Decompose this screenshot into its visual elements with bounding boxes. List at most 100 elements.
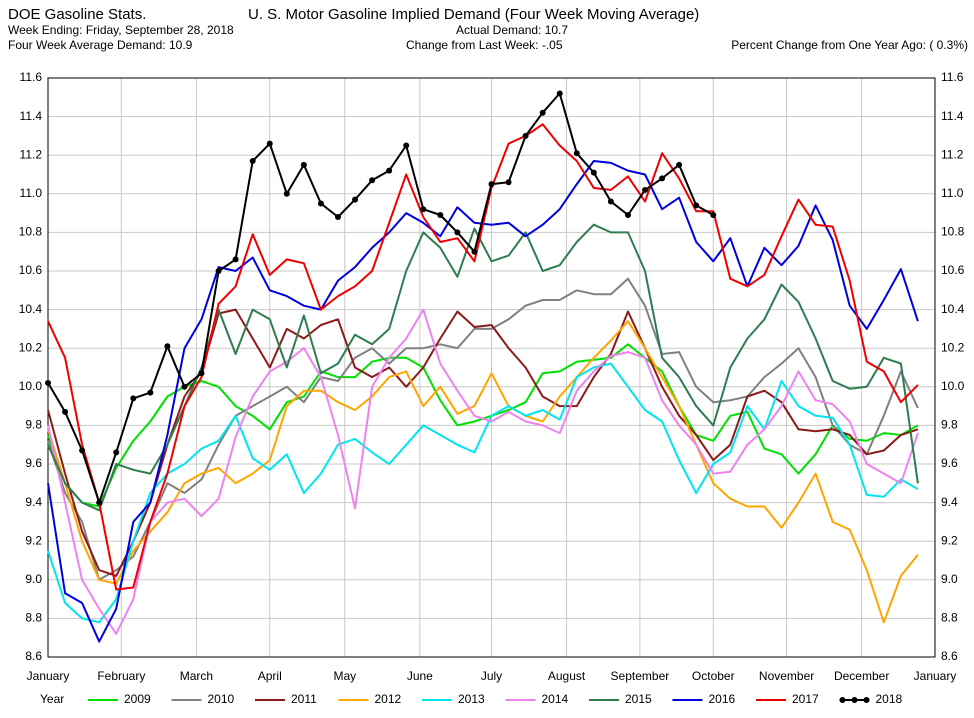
point-marker xyxy=(369,177,376,184)
point-marker xyxy=(79,447,86,454)
y2-tick-label: 8.8 xyxy=(941,611,958,625)
y-tick-label: 10.4 xyxy=(19,302,43,316)
x-tick-label: February xyxy=(97,669,145,683)
y2-tick-label: 11.2 xyxy=(941,147,964,161)
y-tick-label: 9.2 xyxy=(25,533,42,547)
series-line xyxy=(47,320,919,624)
y-tick-label: 10.2 xyxy=(19,340,43,354)
legend-marker xyxy=(839,697,846,703)
series-line xyxy=(47,223,919,512)
y2-tick-label: 8.6 xyxy=(941,649,958,663)
series-line xyxy=(47,277,919,581)
y2-tick-label: 9.2 xyxy=(941,533,958,547)
x-tick-label: September xyxy=(611,669,670,683)
point-marker xyxy=(283,190,290,197)
point-marker xyxy=(488,181,495,188)
point-marker xyxy=(215,268,222,274)
point-marker xyxy=(266,140,273,147)
point-marker xyxy=(590,169,597,176)
y-tick-label: 9.6 xyxy=(25,456,42,470)
legend-label: 2013 xyxy=(458,692,485,706)
y2-tick-label: 9.4 xyxy=(941,495,958,509)
point-marker xyxy=(96,499,103,506)
point-marker xyxy=(249,157,256,164)
point-marker xyxy=(164,343,171,350)
y-tick-label: 8.6 xyxy=(25,649,42,663)
legend-label: 2009 xyxy=(124,692,151,706)
point-marker xyxy=(386,167,393,174)
y2-tick-label: 11.0 xyxy=(941,186,964,200)
point-marker xyxy=(352,196,359,203)
x-tick-label: June xyxy=(407,669,433,683)
y-tick-label: 9.0 xyxy=(25,572,42,586)
y2-tick-label: 10.2 xyxy=(941,340,965,354)
point-marker xyxy=(300,161,307,168)
y2-tick-label: 10.6 xyxy=(941,263,965,277)
y-tick-label: 9.8 xyxy=(25,418,42,432)
point-marker xyxy=(624,212,631,219)
series-line xyxy=(47,123,919,591)
point-marker xyxy=(556,90,563,97)
point-marker xyxy=(181,383,188,390)
four-week-average: Four Week Average Demand: 10.9 xyxy=(8,38,193,52)
actual-demand: Actual Demand: 10.7 xyxy=(456,23,568,37)
point-marker xyxy=(420,206,427,213)
plot-frame xyxy=(47,77,936,658)
point-marker xyxy=(676,161,683,168)
y-tick-label: 10.8 xyxy=(19,225,43,239)
point-marker xyxy=(505,179,512,186)
point-marker xyxy=(334,213,341,220)
point-marker xyxy=(573,150,580,157)
legend-marker xyxy=(863,697,870,703)
legend-label: 2016 xyxy=(709,692,736,706)
point-marker xyxy=(539,109,546,116)
point-marker xyxy=(62,408,69,415)
point-marker xyxy=(659,175,666,182)
legend-label: 2014 xyxy=(542,692,569,706)
point-marker xyxy=(710,212,717,219)
legend-marker xyxy=(851,697,858,703)
point-marker xyxy=(642,186,649,193)
y-tick-label: 11.4 xyxy=(20,109,43,123)
series-line xyxy=(47,362,919,624)
x-tick-label: July xyxy=(481,669,502,683)
legend-label: 2017 xyxy=(792,692,819,706)
point-marker xyxy=(130,395,137,402)
y-tick-label: 11.6 xyxy=(20,70,43,84)
legend-title: Year xyxy=(40,692,64,706)
source: DOE Gasoline Stats. xyxy=(8,6,146,23)
point-marker xyxy=(471,248,478,255)
y-tick-label: 11.2 xyxy=(20,147,43,161)
x-tick-label: August xyxy=(548,669,586,683)
x-tick-label: March xyxy=(180,669,213,683)
x-tick-label: January xyxy=(27,669,70,683)
y-tick-label: 11.0 xyxy=(20,186,43,200)
point-marker xyxy=(198,370,205,377)
y2-tick-label: 10.4 xyxy=(941,302,965,316)
y2-tick-label: 11.6 xyxy=(941,70,964,84)
point-marker xyxy=(45,379,51,386)
x-tick-label: October xyxy=(692,669,735,683)
legend-label: 2018 xyxy=(876,692,903,706)
point-marker xyxy=(403,142,410,149)
y2-tick-label: 10.8 xyxy=(941,225,965,239)
series-line xyxy=(47,308,919,577)
y2-tick-label: 9.0 xyxy=(941,572,958,586)
chart-title: U. S. Motor Gasoline Implied Demand (Fou… xyxy=(248,6,699,23)
point-marker xyxy=(522,132,529,139)
y-tick-label: 10.0 xyxy=(19,379,43,393)
point-marker xyxy=(317,200,324,207)
point-marker xyxy=(607,198,614,205)
point-marker xyxy=(232,256,239,263)
series-line xyxy=(47,92,714,504)
y2-tick-label: 10.0 xyxy=(941,379,965,393)
point-marker xyxy=(454,229,461,236)
y-tick-label: 9.4 xyxy=(25,495,42,509)
series-line xyxy=(47,308,919,635)
legend-label: 2015 xyxy=(625,692,652,706)
legend-label: 2012 xyxy=(375,692,402,706)
legend-label: 2011 xyxy=(291,692,317,706)
x-tick-label: November xyxy=(759,669,814,683)
